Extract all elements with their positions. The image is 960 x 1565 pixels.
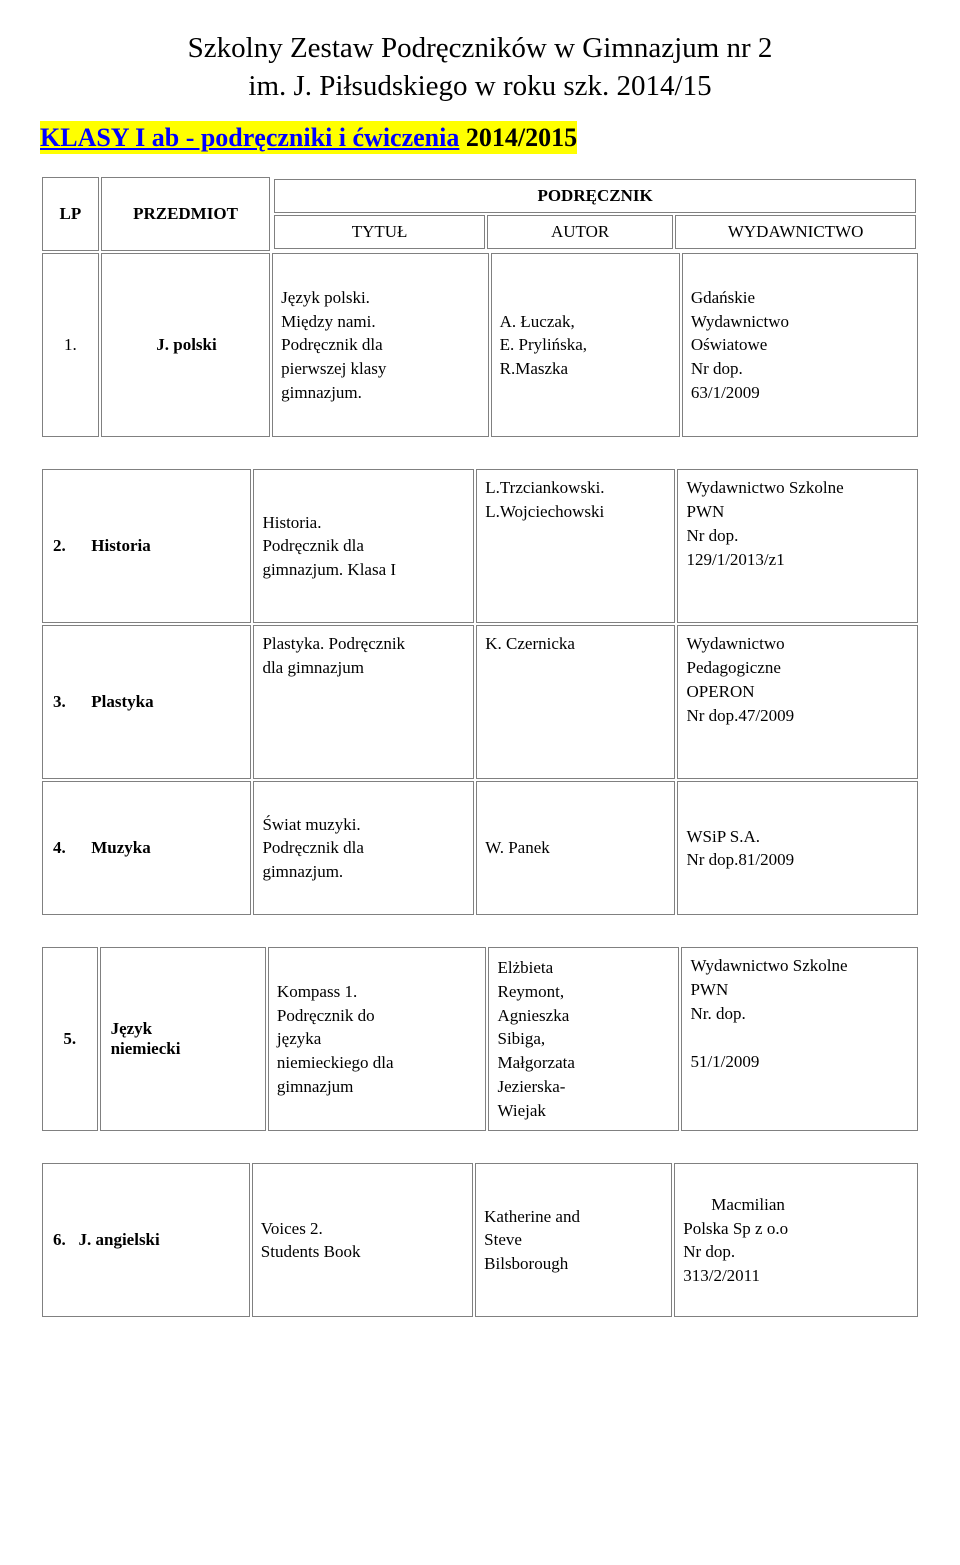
table-header-row: LP PRZEDMIOT PODRĘCZNIK TYTUŁ AUTOR WYDA…	[42, 177, 918, 251]
section-heading: KLASY I ab - podręczniki i ćwiczenia 201…	[40, 123, 920, 153]
cell-lp-subject: 3. Plastyka	[42, 625, 251, 779]
cell-title: Voices 2. Students Book	[252, 1163, 473, 1317]
publisher-line-indent: Macmilian	[683, 1193, 909, 1217]
th-publisher: WYDAWNICTWO	[675, 215, 916, 249]
table-row: 4. Muzyka Świat muzyki. Podręcznik dla g…	[42, 781, 918, 915]
textbook-table-block-3: 5. Język niemiecki Kompass 1. Podręcznik…	[40, 945, 920, 1133]
table-row: 3. Plastyka Plastyka. Podręcznik dla gim…	[42, 625, 918, 779]
th-textbook-wrap: PODRĘCZNIK TYTUŁ AUTOR WYDAWNICTWO	[272, 177, 918, 251]
cell-title: Świat muzyki. Podręcznik dla gimnazjum.	[253, 781, 474, 915]
textbook-table-block-4: 6. J. angielski Voices 2. Students Book …	[40, 1161, 920, 1319]
cell-publisher: Gdańskie Wydawnictwo Oświatowe Nr dop. 6…	[682, 253, 918, 437]
table-row: 6. J. angielski Voices 2. Students Book …	[42, 1163, 918, 1317]
th-author: AUTOR	[487, 215, 673, 249]
cell-author: L.Trzciankowski. L.Wojciechowski	[476, 469, 675, 623]
cell-title: Język polski. Między nami. Podręcznik dl…	[272, 253, 488, 437]
textbook-table-block-2: 2. Historia Historia. Podręcznik dla gim…	[40, 467, 920, 917]
section-year: 2014/2015	[459, 123, 577, 152]
cell-author: K. Czernicka	[476, 625, 675, 779]
section-link-text: KLASY I ab - podręczniki i ćwiczenia	[40, 123, 459, 152]
cell-publisher: WSiP S.A. Nr dop.81/2009	[677, 781, 918, 915]
cell-lp-subject: 4. Muzyka	[42, 781, 251, 915]
cell-title: Historia. Podręcznik dla gimnazjum. Klas…	[253, 469, 474, 623]
table-row: 5. Język niemiecki Kompass 1. Podręcznik…	[42, 947, 918, 1131]
cell-subject: Język niemiecki	[100, 947, 266, 1131]
cell-author: Elżbieta Reymont, Agnieszka Sibiga, Małg…	[488, 947, 679, 1131]
table-row: 2. Historia Historia. Podręcznik dla gim…	[42, 469, 918, 623]
cell-author: W. Panek	[476, 781, 675, 915]
cell-lp: 1.	[42, 253, 99, 437]
cell-publisher: Wydawnictwo Pedagogiczne OPERON Nr dop.4…	[677, 625, 918, 779]
cell-publisher: Wydawnictwo Szkolne PWN Nr. dop. 51/1/20…	[681, 947, 918, 1131]
page-title: Szkolny Zestaw Podręczników w Gimnazjum …	[40, 30, 920, 105]
textbook-table-block-1: LP PRZEDMIOT PODRĘCZNIK TYTUŁ AUTOR WYDA…	[40, 175, 920, 439]
table-row: 1. J. polski Język polski. Między nami. …	[42, 253, 918, 437]
cell-author: A. Łuczak, E. Prylińska, R.Maszka	[491, 253, 680, 437]
textbook-sub-header-table: PODRĘCZNIK TYTUŁ AUTOR WYDAWNICTWO	[272, 177, 918, 251]
title-line-1: Szkolny Zestaw Podręczników w Gimnazjum …	[188, 32, 773, 64]
cell-title: Plastyka. Podręcznik dla gimnazjum	[253, 625, 474, 779]
th-title: TYTUŁ	[274, 215, 485, 249]
publisher-rest: Polska Sp z o.o Nr dop. 313/2/2011	[683, 1219, 788, 1286]
th-subject: PRZEDMIOT	[101, 177, 270, 251]
cell-author: Katherine and Steve Bilsborough	[475, 1163, 672, 1317]
cell-lp-subject: 2. Historia	[42, 469, 251, 623]
cell-subject: J. polski	[101, 253, 270, 437]
cell-publisher: Wydawnictwo Szkolne PWN Nr dop. 129/1/20…	[677, 469, 918, 623]
section-highlight: KLASY I ab - podręczniki i ćwiczenia 201…	[40, 121, 577, 154]
cell-publisher: Macmilian Polska Sp z o.o Nr dop. 313/2/…	[674, 1163, 918, 1317]
th-lp: LP	[42, 177, 99, 251]
cell-lp: 5.	[42, 947, 98, 1131]
title-line-2: im. J. Piłsudskiego w roku szk. 2014/15	[248, 70, 711, 102]
cell-title: Kompass 1. Podręcznik do języka niemieck…	[268, 947, 487, 1131]
th-textbook: PODRĘCZNIK	[274, 179, 916, 213]
cell-lp-subject: 6. J. angielski	[42, 1163, 250, 1317]
